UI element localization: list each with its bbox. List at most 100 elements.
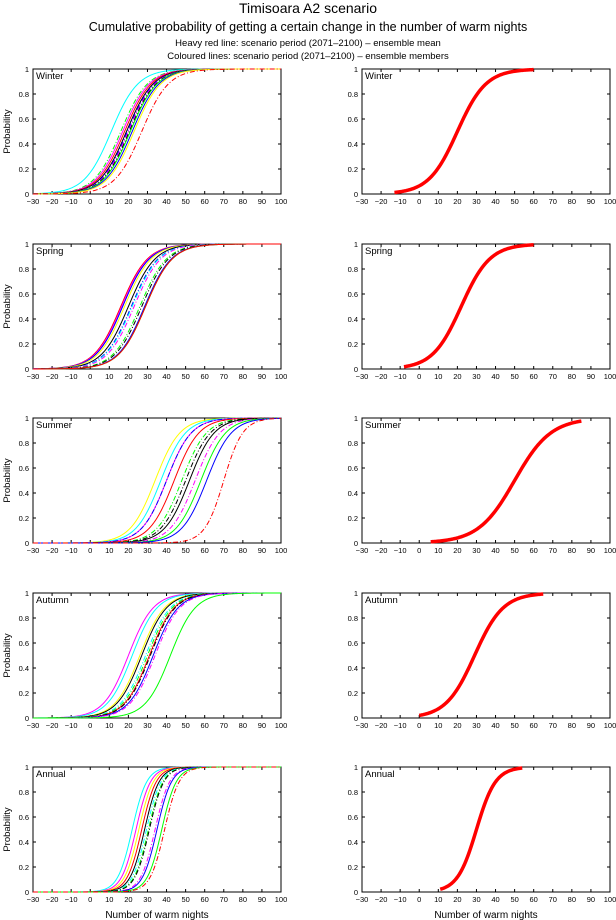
x-tick-label: −10 [394,546,407,555]
y-tick-label: 0.4 [348,838,358,847]
y-tick-label: 0.2 [19,863,29,872]
y-tick-label: 0.2 [19,514,29,523]
y-tick-label: 1 [354,65,358,74]
x-tick-label: 20 [453,546,461,555]
y-tick-label: 0.6 [348,290,358,299]
y-tick-label: 0.6 [19,464,29,473]
x-tick-label: 60 [201,546,209,555]
curves [394,67,534,195]
x-tick-label: 40 [162,546,170,555]
y-tick-label: 0.8 [19,439,29,448]
y-tick-label: 0.2 [348,340,358,349]
season-label: Annual [365,769,395,780]
x-tick-label: 40 [491,895,499,904]
y-tick-label: 0 [354,888,358,897]
ensemble-member-curve [33,417,281,544]
x-tick-label: 90 [258,721,266,730]
x-tick-label: −10 [394,895,407,904]
x-tick-label: 20 [124,197,132,206]
x-axis-label: Number of warm nights [105,910,208,920]
x-tick-label: 80 [568,197,576,206]
x-tick-label: 70 [549,197,557,206]
x-tick-label: 90 [258,372,266,381]
x-tick-label: 20 [124,895,132,904]
x-axis-label: Number of warm nights [434,910,537,920]
x-tick-label: 0 [417,721,421,730]
season-label: Summer [365,420,401,431]
x-tick-label: 100 [604,372,616,381]
ensemble-member-curve [33,592,281,719]
y-tick-label: 1 [25,65,29,74]
curves [430,419,582,544]
x-tick-label: −30 [27,197,40,206]
x-tick-label: 10 [434,546,442,555]
ensemble-mean-curve [394,67,534,195]
ensemble-member-curve [33,592,281,719]
x-tick-label: 80 [239,546,247,555]
y-tick-label: 0.2 [19,340,29,349]
x-tick-label: −10 [65,372,78,381]
season-label: Spring [365,246,392,257]
note-ensemble-mean: Heavy red line: scenario period (2071–21… [175,38,441,49]
plot-frame [361,68,611,195]
x-tick-label: 20 [453,372,461,381]
y-axis-label: Probability [2,633,13,678]
x-tick-label: 70 [220,895,228,904]
panel-annual-members: −30 −20 −10 0 10 20 30 40 50 60 70 80 90 100 0 0.2 0.4 0.… [2,763,287,920]
x-tick-label: 80 [568,546,576,555]
x-tick-label: 80 [568,721,576,730]
x-tick-label: 40 [491,197,499,206]
y-tick-label: 1 [354,414,358,423]
x-tick-label: 70 [549,895,557,904]
x-tick-label: −20 [375,895,388,904]
x-tick-label: −10 [65,546,78,555]
ensemble-member-curve [33,592,281,719]
x-tick-label: −30 [356,372,369,381]
y-tick-label: 0.8 [348,439,358,448]
x-tick-label: 80 [568,895,576,904]
x-tick-label: 60 [201,895,209,904]
ensemble-member-curve [33,592,281,719]
y-tick-label: 0.4 [348,140,358,149]
x-tick-label: 80 [239,197,247,206]
y-tick-label: 0.8 [348,265,358,274]
plot-frame [32,766,282,893]
panel-annual-mean: −30 −20 −10 0 10 20 30 40 50 60 70 80 90 100 0 0.2 0.4 0.… [348,763,616,920]
y-tick-label: 0.6 [19,115,29,124]
x-tick-label: 90 [258,895,266,904]
x-tick-label: 30 [472,197,480,206]
x-tick-label: 40 [162,372,170,381]
x-tick-label: 40 [162,197,170,206]
panel-winter-mean: −30 −20 −10 0 10 20 30 40 50 60 70 80 90 100 0 0.2 0.4 0.… [348,65,616,206]
y-tick-label: 0.4 [348,489,358,498]
y-tick-label: 0 [354,714,358,723]
y-tick-label: 0 [25,714,29,723]
x-tick-label: 10 [434,895,442,904]
ensemble-member-curve [33,417,281,544]
x-tick-label: 70 [220,197,228,206]
x-tick-label: 40 [491,372,499,381]
ensemble-mean-curve [403,243,534,369]
y-tick-label: 0.6 [19,639,29,648]
y-tick-label: 0.6 [348,464,358,473]
ensemble-member-curve [33,592,281,719]
x-tick-label: 20 [124,372,132,381]
x-tick-label: 70 [220,372,228,381]
x-tick-label: 80 [239,721,247,730]
ensemble-member-curve [33,417,281,544]
y-tick-label: 0 [354,539,358,548]
figure-subtitle: Cumulative probability of getting a cert… [88,20,528,34]
x-tick-label: −10 [65,895,78,904]
x-tick-label: 10 [105,895,113,904]
season-label: Autumn [365,595,398,606]
x-tick-label: −20 [46,895,59,904]
panel-winter-members: −30 −20 −10 0 10 20 30 40 50 60 70 80 90 100 0 0.2 0.4 0.… [2,65,287,206]
x-tick-label: 60 [530,895,538,904]
x-tick-label: 0 [88,721,92,730]
x-tick-label: 30 [472,546,480,555]
y-tick-label: 0 [354,190,358,199]
plot-frame [361,592,611,719]
x-tick-label: 60 [530,546,538,555]
ensemble-member-curve [33,417,281,544]
x-tick-label: 90 [587,372,595,381]
